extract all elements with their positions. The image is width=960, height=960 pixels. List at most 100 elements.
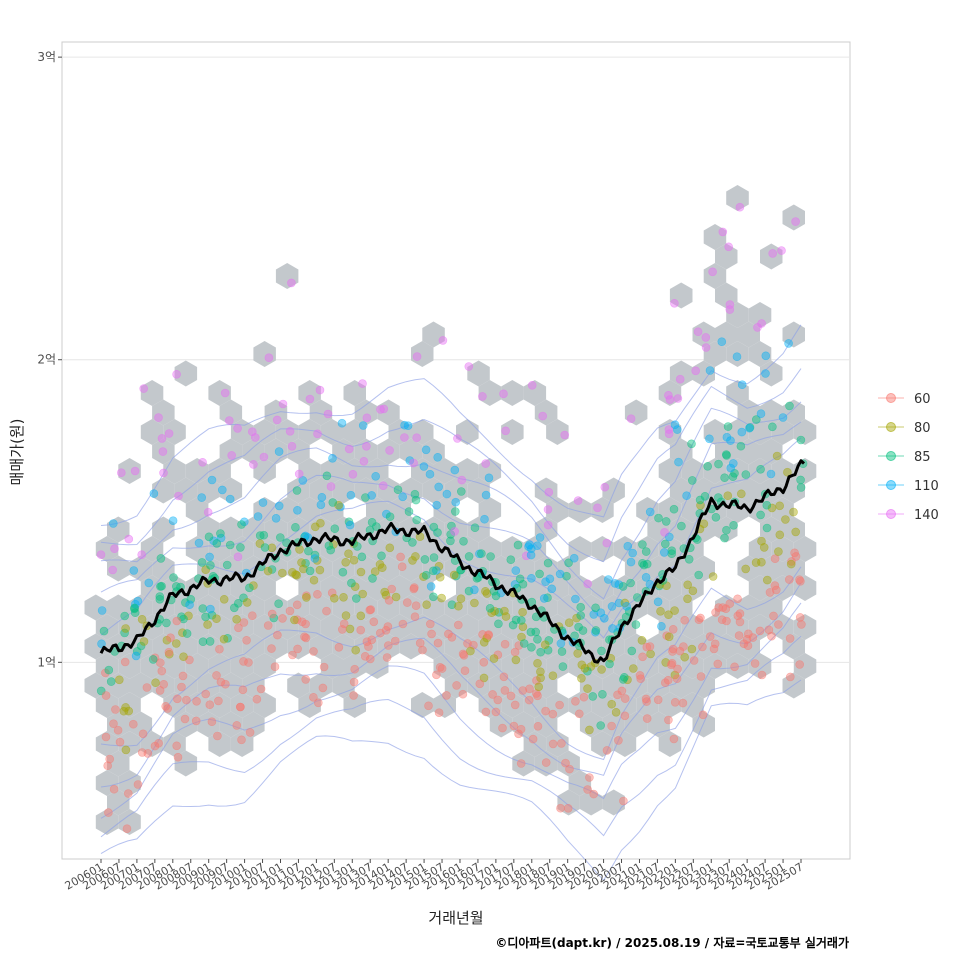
point-140-287 bbox=[600, 482, 610, 492]
point-60-510 bbox=[256, 684, 266, 694]
point-60-808 bbox=[105, 754, 114, 764]
point-80-824 bbox=[736, 489, 746, 499]
hexbin-cell-135 bbox=[264, 516, 288, 543]
point-60-330 bbox=[619, 796, 628, 806]
hexbin-cell-436 bbox=[782, 516, 805, 543]
point-80-352 bbox=[772, 451, 782, 461]
hexbin-cell-228 bbox=[163, 419, 186, 445]
point-85-4 bbox=[745, 423, 755, 432]
point-110-710 bbox=[451, 497, 461, 507]
point-110-738 bbox=[450, 465, 460, 475]
point-85-708 bbox=[429, 592, 438, 602]
point-110-323 bbox=[539, 594, 549, 603]
hexbin-cell-289 bbox=[456, 653, 479, 679]
hexbin-cell-64 bbox=[523, 380, 547, 406]
hexbin-cell-20 bbox=[534, 477, 558, 504]
point-85-752 bbox=[421, 570, 431, 580]
legend: 60 80 85 110 140 bbox=[878, 392, 939, 523]
point-60-594 bbox=[730, 662, 739, 672]
point-60-58 bbox=[273, 630, 282, 640]
point-80-492 bbox=[741, 564, 751, 574]
hexbin-cell-255 bbox=[658, 731, 682, 757]
point-60-513 bbox=[642, 697, 651, 706]
point-60-587 bbox=[678, 698, 688, 708]
point-80-685 bbox=[302, 593, 311, 602]
hexbin-cell-288 bbox=[219, 633, 243, 660]
point-60-194 bbox=[447, 632, 457, 642]
point-85-650 bbox=[99, 626, 109, 636]
hexbin-cell-411 bbox=[343, 692, 366, 718]
point-60-703 bbox=[614, 736, 623, 745]
hexbin-cell-83 bbox=[366, 575, 389, 601]
point-60-147 bbox=[101, 668, 110, 678]
point-60-253 bbox=[292, 615, 302, 625]
point-60-709 bbox=[645, 642, 655, 651]
point-85-576 bbox=[428, 566, 438, 576]
point-110-736 bbox=[358, 421, 368, 430]
point-85-368 bbox=[225, 540, 235, 550]
hexbin-cell-422 bbox=[501, 380, 524, 406]
hexbin-cell-165 bbox=[444, 633, 468, 660]
hexbin-cell-364 bbox=[208, 731, 231, 757]
point-110-179 bbox=[589, 610, 599, 619]
point-85-868 bbox=[155, 594, 165, 604]
point-85-125 bbox=[120, 611, 129, 621]
hexbin-cell-194 bbox=[366, 536, 389, 562]
point-85-385 bbox=[447, 521, 456, 531]
hexbin-cell-276 bbox=[298, 380, 321, 406]
point-85-729 bbox=[762, 500, 772, 510]
hexbin-cell-67 bbox=[343, 614, 366, 640]
point-80-733 bbox=[489, 654, 499, 663]
hexbin-cell-88 bbox=[591, 497, 614, 523]
point-60-828 bbox=[381, 625, 391, 635]
hexbin-cell-176 bbox=[332, 477, 355, 504]
hexbin-cell-237 bbox=[782, 204, 805, 231]
point-85-428 bbox=[179, 614, 188, 624]
point-60-479 bbox=[499, 672, 509, 682]
hexbin-cell-402 bbox=[793, 536, 817, 562]
point-80-505 bbox=[297, 558, 306, 567]
hexbin-cell-429 bbox=[793, 419, 817, 445]
point-80-73 bbox=[548, 671, 558, 681]
point-85-580 bbox=[526, 627, 536, 637]
point-60-161 bbox=[711, 608, 720, 617]
point-85-422 bbox=[136, 641, 146, 651]
hexbin-cell-16 bbox=[703, 224, 727, 250]
point-85-351 bbox=[245, 583, 254, 593]
point-60-9 bbox=[458, 689, 468, 699]
point-140-276 bbox=[701, 343, 711, 352]
hexbin-cell-89 bbox=[523, 614, 547, 640]
hexbin-cell-376 bbox=[602, 711, 625, 738]
point-80-810 bbox=[533, 658, 542, 668]
point-60-536 bbox=[232, 721, 242, 730]
point-85-475 bbox=[420, 555, 430, 564]
hexbin-cell-166 bbox=[366, 653, 389, 679]
point-80-761 bbox=[288, 567, 297, 577]
hexbin-cell-173 bbox=[489, 672, 513, 699]
point-140-349 bbox=[664, 425, 674, 434]
point-80-620 bbox=[482, 589, 492, 598]
hexbin-cell-10 bbox=[332, 516, 355, 543]
hexbin-cell-226 bbox=[320, 575, 344, 601]
point-110-512 bbox=[194, 538, 204, 548]
hexbin-cell-106 bbox=[478, 575, 502, 601]
hexbin-cell-61 bbox=[230, 692, 254, 718]
point-60-546 bbox=[764, 625, 774, 635]
y-tick-label-2: 3억 bbox=[37, 50, 56, 64]
hexbin-cell-17 bbox=[95, 809, 119, 835]
point-80-670 bbox=[232, 614, 241, 624]
hexbin-cell-375 bbox=[107, 750, 130, 777]
point-60-326 bbox=[722, 616, 731, 626]
hexbin-cell-218 bbox=[703, 341, 727, 367]
hexbin-cell-72 bbox=[264, 438, 288, 465]
point-80-250 bbox=[786, 559, 796, 569]
hexbin-cell-259 bbox=[501, 536, 524, 562]
point-110-74 bbox=[271, 513, 281, 523]
point-140-864 bbox=[159, 468, 168, 478]
point-60-454 bbox=[172, 741, 181, 751]
point-85-255 bbox=[446, 536, 455, 546]
hexbin-cell-270 bbox=[174, 750, 198, 777]
point-85-152 bbox=[570, 631, 579, 641]
point-60-589 bbox=[166, 633, 175, 643]
point-85-458 bbox=[393, 485, 403, 495]
